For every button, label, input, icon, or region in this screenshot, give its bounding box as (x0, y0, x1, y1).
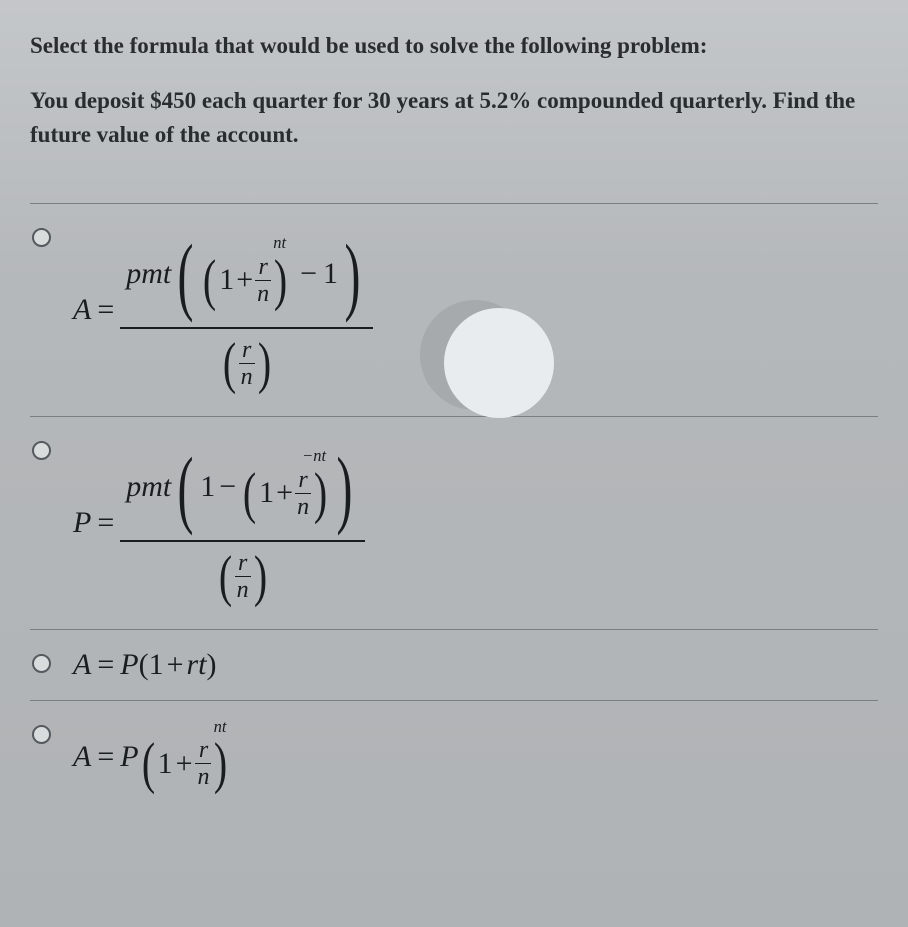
lbracket-inner: ( (243, 461, 256, 526)
rbracket-inner: ) (314, 461, 327, 526)
equals: = (91, 648, 120, 682)
one: 1 (259, 476, 274, 510)
question-card: Select the formula that would be used to… (0, 0, 908, 927)
r-over-n: r n (295, 467, 311, 520)
main-fraction: pmt ( nt ( 1 + r (120, 222, 373, 398)
one: 1 (149, 648, 164, 682)
rbracket: ) (214, 731, 227, 796)
option-d[interactable]: A = P nt ( 1 + r n ) (30, 701, 878, 803)
lbracket-den: ( (223, 331, 236, 396)
rbracket-inner: ) (274, 248, 287, 313)
r-over-n: r n (255, 254, 271, 307)
lhs: A (73, 740, 91, 774)
plus: + (274, 476, 295, 510)
lbracket-inner: ( (203, 248, 216, 313)
lhs: A (73, 648, 91, 682)
radio-b[interactable] (32, 441, 51, 460)
pmt: pmt (126, 470, 171, 504)
lparen: ( (139, 648, 149, 682)
r-over-n: r n (195, 737, 211, 790)
rparen: ) (207, 648, 217, 682)
plus: + (164, 648, 187, 682)
lbracket-outer: ( (178, 437, 194, 538)
question-body: You deposit $450 each quarter for 30 yea… (30, 84, 878, 153)
minus: − (290, 257, 323, 291)
rbracket-den: ) (253, 544, 266, 609)
r-over-n-den: r n (235, 550, 251, 603)
plus: + (173, 747, 196, 781)
outer-one: 1 (200, 470, 215, 504)
equals: = (91, 293, 120, 327)
lbracket-outer: ( (178, 224, 194, 325)
question-stem: Select the formula that would be used to… (30, 28, 878, 64)
lhs: P (73, 506, 91, 540)
option-a[interactable]: A = pmt ( nt ( 1 + r (30, 204, 878, 416)
outer-minus: − (215, 470, 240, 504)
equals: = (91, 506, 120, 540)
rbracket-outer: ) (337, 437, 353, 538)
lhs: A (73, 293, 91, 327)
equals: = (91, 740, 120, 774)
radio-a[interactable] (32, 228, 51, 247)
lbracket: ( (141, 731, 154, 796)
radio-d[interactable] (32, 725, 51, 744)
option-c[interactable]: A = P ( 1 + rt ) (30, 630, 878, 700)
radio-c[interactable] (32, 654, 51, 673)
option-b[interactable]: P = pmt ( 1 − −nt ( 1 + (30, 417, 878, 629)
plus: + (234, 263, 255, 297)
pmt: pmt (126, 257, 171, 291)
formula-d: A = P nt ( 1 + r n ) (73, 719, 230, 797)
one: 1 (219, 263, 234, 297)
r-over-n-den: r n (239, 337, 255, 390)
rt: rt (187, 648, 207, 682)
formula-b: P = pmt ( 1 − −nt ( 1 + (73, 435, 365, 611)
formula-c: A = P ( 1 + rt ) (73, 648, 217, 682)
lbracket-den: ( (219, 544, 232, 609)
formula-a: A = pmt ( nt ( 1 + r (73, 222, 373, 398)
one: 1 (158, 747, 173, 781)
P: P (120, 648, 138, 682)
P: P (120, 740, 138, 774)
rbracket-den: ) (257, 331, 270, 396)
main-fraction: pmt ( 1 − −nt ( 1 + r (120, 435, 365, 611)
one-tail: 1 (323, 257, 338, 291)
rbracket-outer: ) (345, 224, 361, 325)
